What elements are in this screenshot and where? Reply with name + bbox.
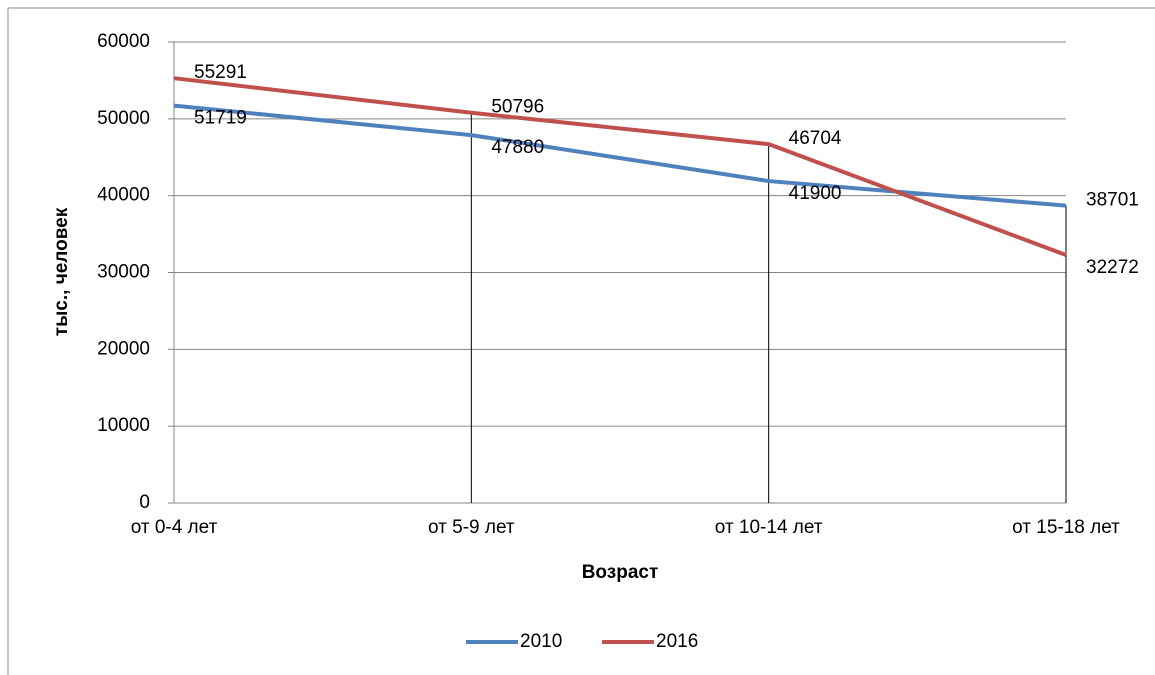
x-tick-label: от 0-4 лет bbox=[131, 517, 218, 538]
x-tick-label: от 5-9 лет bbox=[428, 517, 515, 538]
series-line bbox=[173, 103, 1067, 208]
y-axis-title: тыс., человек bbox=[51, 207, 72, 336]
y-tick-label: 50000 bbox=[97, 108, 150, 129]
y-tick-label: 0 bbox=[139, 492, 150, 513]
y-tick-label: 20000 bbox=[97, 338, 150, 359]
data-label: 38701 bbox=[1086, 190, 1139, 211]
y-tick-label: 40000 bbox=[97, 185, 150, 206]
legend-label: 2016 bbox=[656, 631, 698, 652]
legend-label: 2010 bbox=[520, 631, 562, 652]
data-label: 55291 bbox=[194, 62, 247, 83]
y-tick-label: 10000 bbox=[97, 415, 150, 436]
y-tick-label: 30000 bbox=[97, 262, 150, 283]
data-label: 46704 bbox=[789, 128, 842, 149]
data-label: 47880 bbox=[491, 137, 544, 158]
data-label: 41900 bbox=[789, 183, 842, 204]
data-label: 50796 bbox=[491, 97, 544, 118]
y-tick-label: 60000 bbox=[97, 31, 150, 52]
x-tick-label: от 15-18 лет bbox=[1012, 517, 1120, 538]
data-label: 32272 bbox=[1086, 257, 1139, 278]
x-tick-label: от 10-14 лет bbox=[715, 517, 823, 538]
x-axis-title: Возраст bbox=[582, 562, 659, 583]
series-line bbox=[173, 76, 1067, 257]
data-label: 51719 bbox=[194, 108, 247, 129]
